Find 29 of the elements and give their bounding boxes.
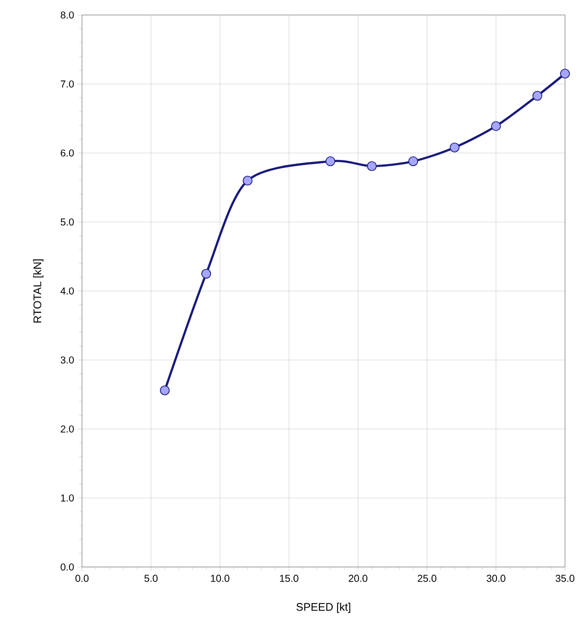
y-axis-title: RTOTAL [kN] [33, 259, 44, 322]
point [201, 268, 212, 279]
x-tick-label: 35.0 [556, 574, 574, 582]
x-tick-label: 5.0 [144, 574, 158, 582]
point [532, 90, 542, 101]
point [366, 161, 377, 172]
y-tick-label: 1.0 [61, 494, 74, 502]
y-tick-label: 7.0 [60, 80, 74, 88]
x-tick-label: 0.0 [75, 574, 89, 582]
y-tick-label: 5.0 [60, 218, 74, 226]
x-tick-label: 30.0 [486, 574, 506, 582]
x-tick-label: 20.0 [348, 574, 368, 582]
x-tick-label: 10.0 [211, 574, 230, 582]
x-tick-label: 25.0 [418, 574, 436, 582]
point [326, 156, 336, 166]
point [160, 385, 170, 396]
point [242, 176, 252, 186]
y-tick-label: 6.0 [60, 149, 74, 157]
y-tick-label: 3.0 [60, 356, 74, 364]
point [491, 121, 501, 131]
y-tick-label: 4.0 [60, 287, 74, 295]
y-tick-label: 0.0 [60, 563, 74, 571]
x-tick-label: 15.0 [280, 574, 298, 582]
y-tick-label: 8.0 [60, 11, 74, 19]
point [560, 68, 570, 79]
y-tick-label: 2.0 [60, 425, 74, 433]
x-axis-title: SPEED [kt] [296, 602, 350, 613]
point [408, 156, 418, 166]
point [450, 142, 460, 152]
